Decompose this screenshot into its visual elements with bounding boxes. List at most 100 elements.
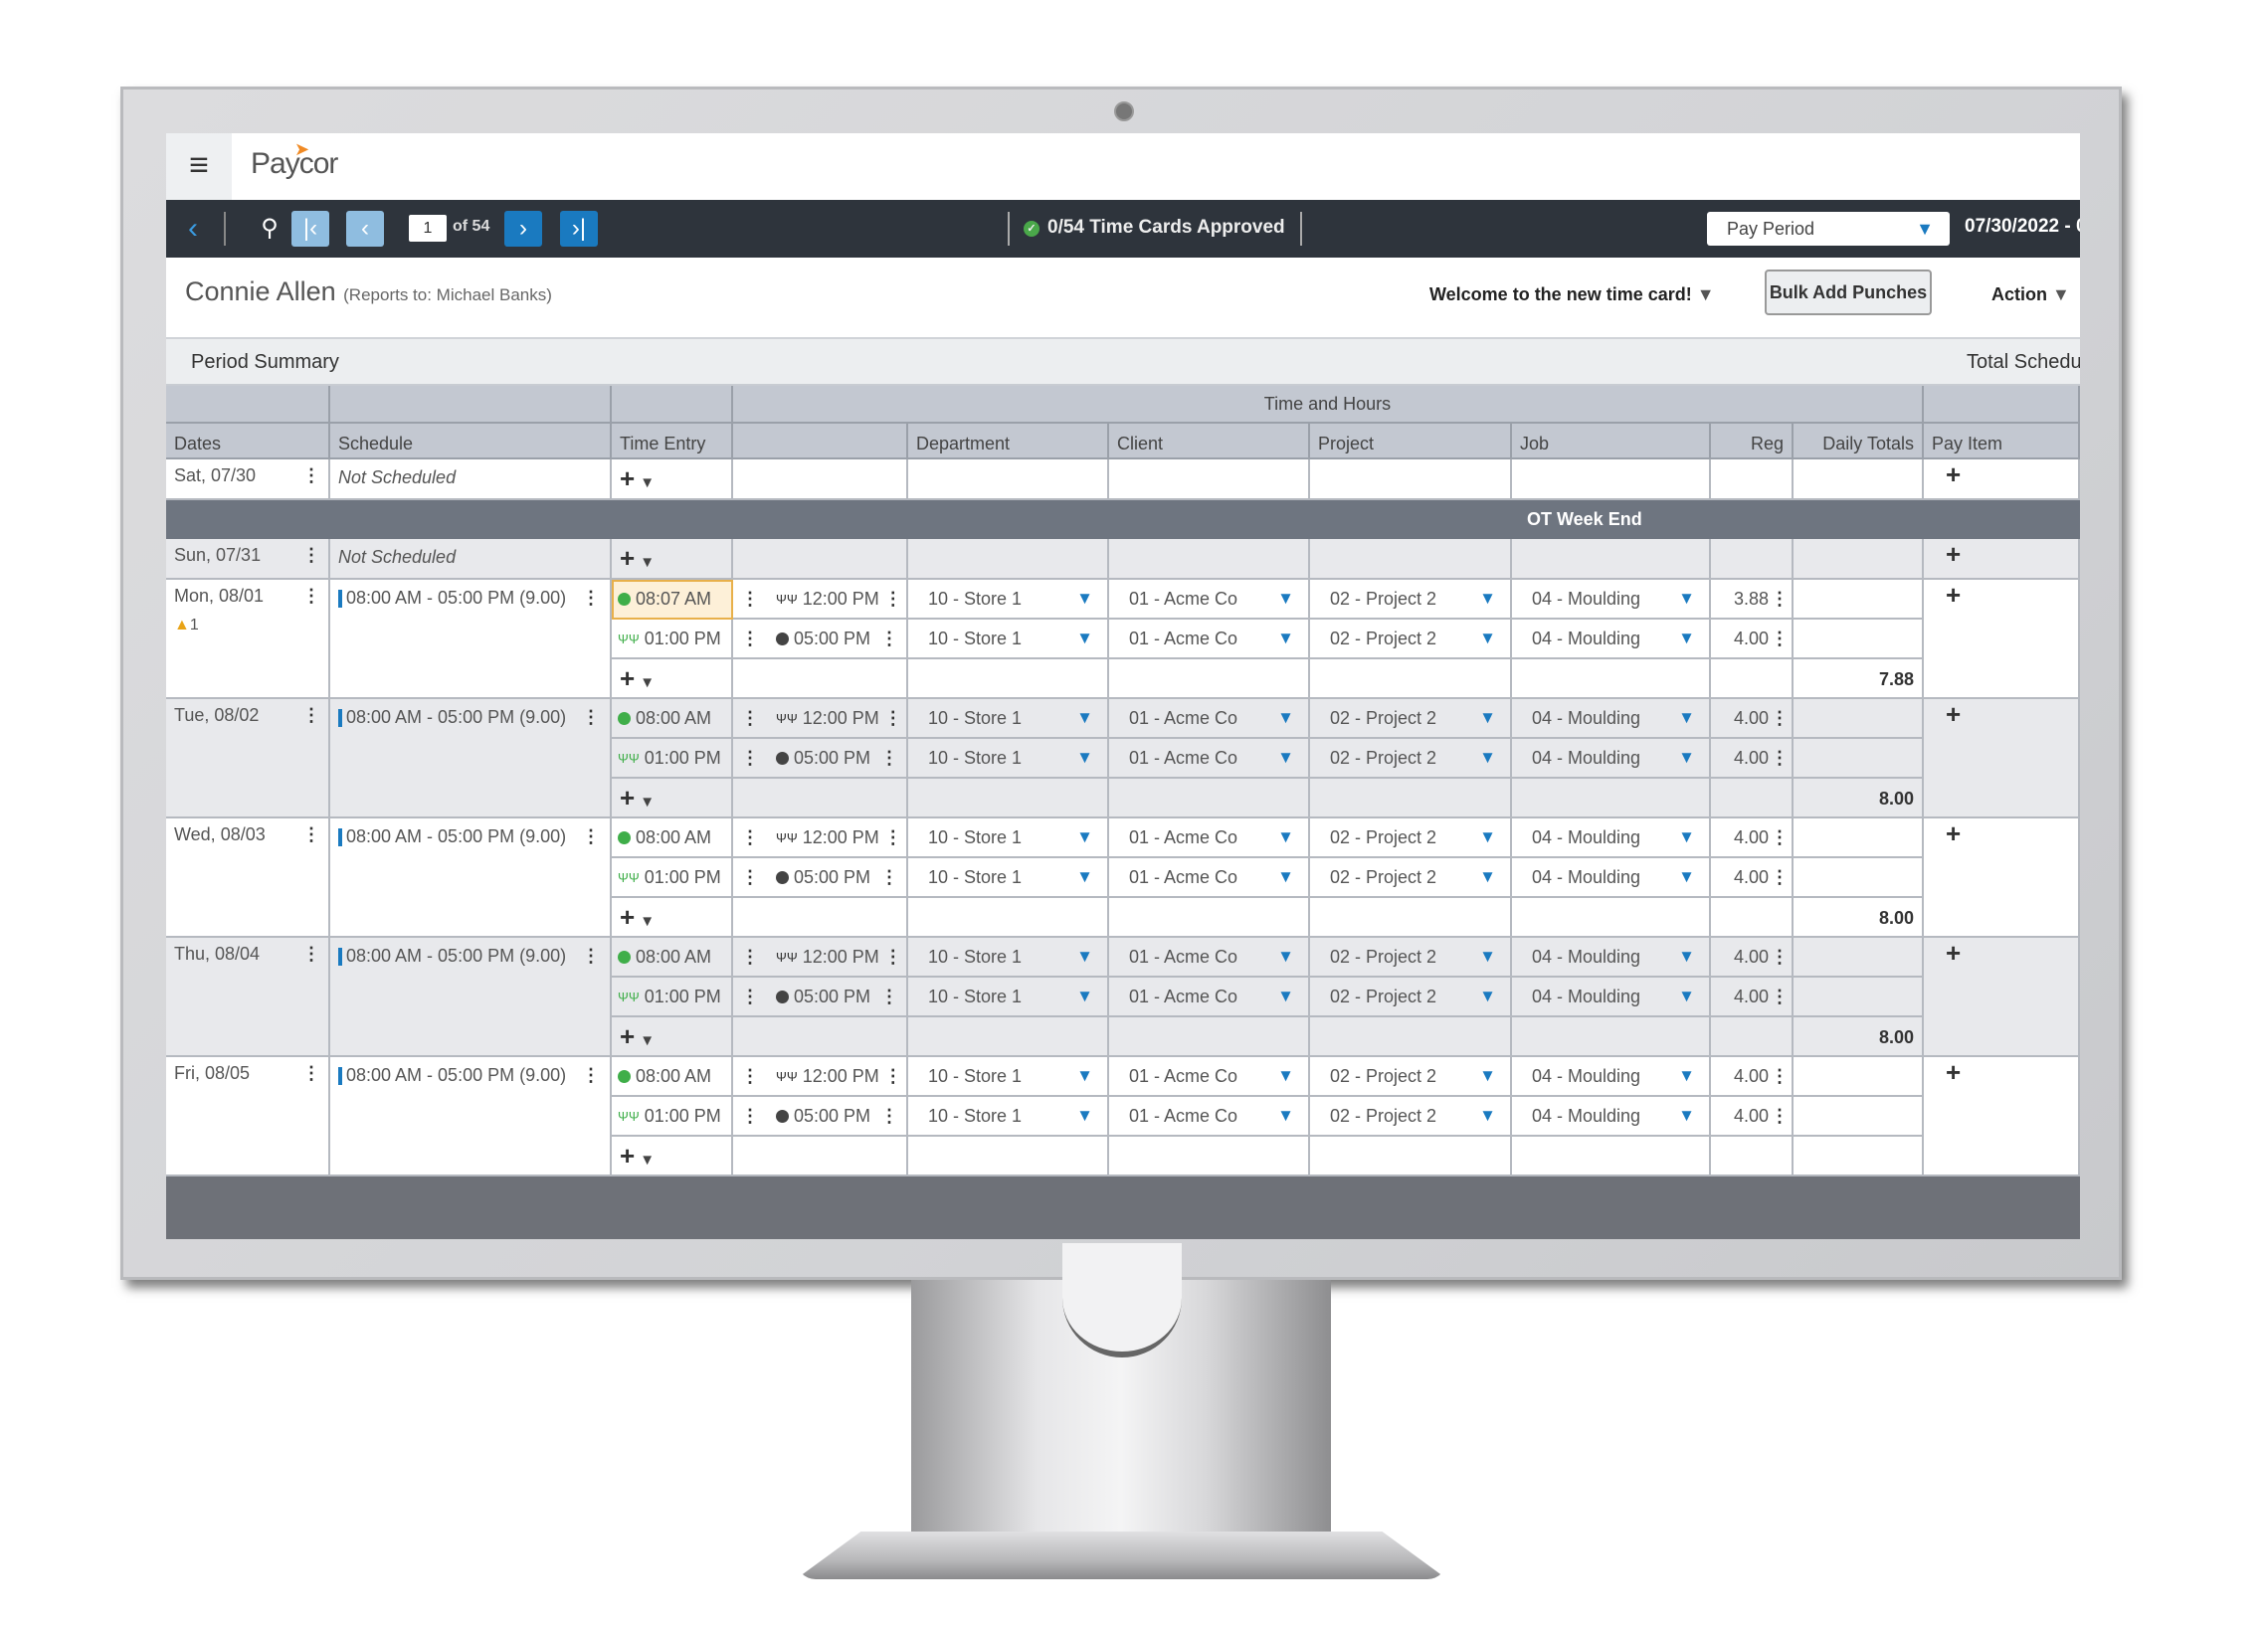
column-header-pay-item[interactable]: Pay Item (1924, 424, 2080, 459)
job-select[interactable]: 04 - Moulding ▼ (1512, 699, 1711, 739)
warning-badge[interactable]: ▲1 (174, 617, 199, 633)
more-icon[interactable]: ⋮ (582, 707, 600, 727)
time-out-field[interactable]: ⋮ 05:00 PM ⋮ (733, 1097, 908, 1137)
more-icon[interactable]: ⋮ (741, 588, 759, 609)
more-icon[interactable]: ⋮ (880, 986, 898, 1006)
bulk-add-punches-button[interactable]: Bulk Add Punches (1765, 270, 1932, 315)
add-pay-item-button[interactable]: + (1924, 459, 2080, 500)
menu-icon[interactable]: ≡ (166, 133, 232, 200)
time-out-field[interactable]: ⋮ 05:00 PM ⋮ (733, 858, 908, 898)
reg-hours[interactable]: 4.00 ⋮ (1711, 699, 1794, 739)
more-icon[interactable]: ⋮ (883, 707, 902, 728)
project-select[interactable]: 02 - Project 2 ▼ (1310, 858, 1512, 898)
client-select[interactable]: 01 - Acme Co ▼ (1109, 938, 1310, 978)
department-select[interactable]: 10 - Store 1 ▼ (908, 620, 1109, 659)
department-select[interactable]: 10 - Store 1 ▼ (908, 818, 1109, 858)
back-icon[interactable]: ‹ (188, 212, 198, 245)
add-pay-item-button[interactable]: + (1924, 539, 2080, 580)
department-select[interactable]: 10 - Store 1 ▼ (908, 739, 1109, 779)
client-select[interactable]: 01 - Acme Co ▼ (1109, 978, 1310, 1017)
project-select[interactable]: 02 - Project 2 ▼ (1310, 739, 1512, 779)
job-select[interactable]: 04 - Moulding ▼ (1512, 858, 1711, 898)
add-punch-button[interactable]: + ▼ (612, 898, 733, 938)
search-icon[interactable]: ⚲ (261, 215, 279, 242)
add-pay-item-button[interactable]: + (1924, 938, 2080, 1057)
department-select[interactable]: 10 - Store 1 ▼ (908, 858, 1109, 898)
more-icon[interactable]: ⋮ (302, 465, 320, 485)
add-punch-button[interactable]: + ▼ (612, 779, 733, 818)
action-dropdown[interactable]: Action ▼ (1991, 284, 2070, 304)
more-icon[interactable]: ⋮ (883, 946, 902, 967)
prev-page-button[interactable]: ‹ (346, 211, 384, 247)
more-icon[interactable]: ⋮ (1771, 946, 1789, 967)
reg-hours[interactable]: 4.00 ⋮ (1711, 1097, 1794, 1137)
time-in-field[interactable]: 08:07 AM (612, 580, 733, 620)
column-header-department[interactable]: Department (908, 424, 1109, 459)
more-icon[interactable]: ⋮ (883, 826, 902, 847)
schedule-cell[interactable]: Not Scheduled (330, 459, 612, 500)
time-in-field[interactable]: ΨΨ 01:00 PM (612, 739, 733, 779)
time-out-field[interactable]: ⋮ ΨΨ 12:00 PM ⋮ (733, 580, 908, 620)
add-punch-button[interactable]: + ▼ (612, 459, 733, 500)
project-select[interactable]: 02 - Project 2 ▼ (1310, 1097, 1512, 1137)
time-in-field[interactable]: ΨΨ 01:00 PM (612, 620, 733, 659)
reg-hours[interactable]: 4.00 ⋮ (1711, 978, 1794, 1017)
time-in-field[interactable]: 08:00 AM (612, 818, 733, 858)
more-icon[interactable]: ⋮ (1771, 1065, 1789, 1086)
add-punch-button[interactable]: + ▼ (612, 1137, 733, 1176)
time-in-field[interactable]: ΨΨ 01:00 PM (612, 1097, 733, 1137)
more-icon[interactable]: ⋮ (741, 707, 759, 728)
more-icon[interactable]: ⋮ (741, 747, 759, 768)
add-pay-item-button[interactable]: + (1924, 818, 2080, 938)
next-page-button[interactable]: › (504, 211, 542, 247)
job-select[interactable]: 04 - Moulding ▼ (1512, 739, 1711, 779)
more-icon[interactable]: ⋮ (883, 1065, 902, 1086)
reg-hours[interactable]: 4.00 ⋮ (1711, 620, 1794, 659)
time-in-field[interactable]: 08:00 AM (612, 1057, 733, 1097)
time-out-field[interactable]: ⋮ ΨΨ 12:00 PM ⋮ (733, 1057, 908, 1097)
more-icon[interactable]: ⋮ (741, 628, 759, 648)
more-icon[interactable]: ⋮ (880, 1105, 898, 1126)
job-select[interactable]: 04 - Moulding ▼ (1512, 818, 1711, 858)
more-icon[interactable]: ⋮ (883, 588, 902, 609)
column-header-daily-totals[interactable]: Daily Totals (1794, 424, 1924, 459)
more-icon[interactable]: ⋮ (302, 586, 320, 606)
more-icon[interactable]: ⋮ (582, 946, 600, 966)
more-icon[interactable]: ⋮ (741, 1105, 759, 1126)
first-page-button[interactable]: |‹ (291, 211, 329, 247)
client-select[interactable]: 01 - Acme Co ▼ (1109, 620, 1310, 659)
add-punch-button[interactable]: + ▼ (612, 539, 733, 580)
more-icon[interactable]: ⋮ (302, 824, 320, 844)
more-icon[interactable]: ⋮ (1771, 866, 1789, 887)
time-out-field[interactable]: ⋮ 05:00 PM ⋮ (733, 739, 908, 779)
project-select[interactable]: 02 - Project 2 ▼ (1310, 580, 1512, 620)
column-header-reg[interactable]: Reg (1711, 424, 1794, 459)
job-select[interactable]: 04 - Moulding ▼ (1512, 620, 1711, 659)
client-select[interactable]: 01 - Acme Co ▼ (1109, 739, 1310, 779)
time-out-field[interactable]: ⋮ 05:00 PM ⋮ (733, 620, 908, 659)
job-select[interactable]: 04 - Moulding ▼ (1512, 978, 1711, 1017)
column-header-client[interactable]: Client (1109, 424, 1310, 459)
more-icon[interactable]: ⋮ (741, 946, 759, 967)
more-icon[interactable]: ⋮ (1771, 826, 1789, 847)
project-select[interactable]: 02 - Project 2 ▼ (1310, 818, 1512, 858)
schedule-cell[interactable]: 08:00 AM - 05:00 PM (9.00) ⋮ (330, 1057, 612, 1176)
more-icon[interactable]: ⋮ (302, 944, 320, 964)
period-summary[interactable]: Period Summary Total Schedu (166, 337, 2080, 386)
time-out-field[interactable]: ⋮ ΨΨ 12:00 PM ⋮ (733, 938, 908, 978)
more-icon[interactable]: ⋮ (880, 866, 898, 887)
column-header-time-out[interactable] (733, 424, 908, 459)
client-select[interactable]: 01 - Acme Co ▼ (1109, 858, 1310, 898)
more-icon[interactable]: ⋮ (582, 588, 600, 608)
last-page-button[interactable]: ›| (560, 211, 598, 247)
project-select[interactable]: 02 - Project 2 ▼ (1310, 620, 1512, 659)
more-icon[interactable]: ⋮ (1771, 588, 1789, 609)
more-icon[interactable]: ⋮ (741, 866, 759, 887)
more-icon[interactable]: ⋮ (302, 705, 320, 725)
project-select[interactable]: 02 - Project 2 ▼ (1310, 1057, 1512, 1097)
job-select[interactable]: 04 - Moulding ▼ (1512, 1097, 1711, 1137)
add-punch-button[interactable]: + ▼ (612, 1017, 733, 1057)
time-out-field[interactable]: ⋮ 05:00 PM ⋮ (733, 978, 908, 1017)
add-punch-button[interactable]: + ▼ (612, 659, 733, 699)
client-select[interactable]: 01 - Acme Co ▼ (1109, 1057, 1310, 1097)
